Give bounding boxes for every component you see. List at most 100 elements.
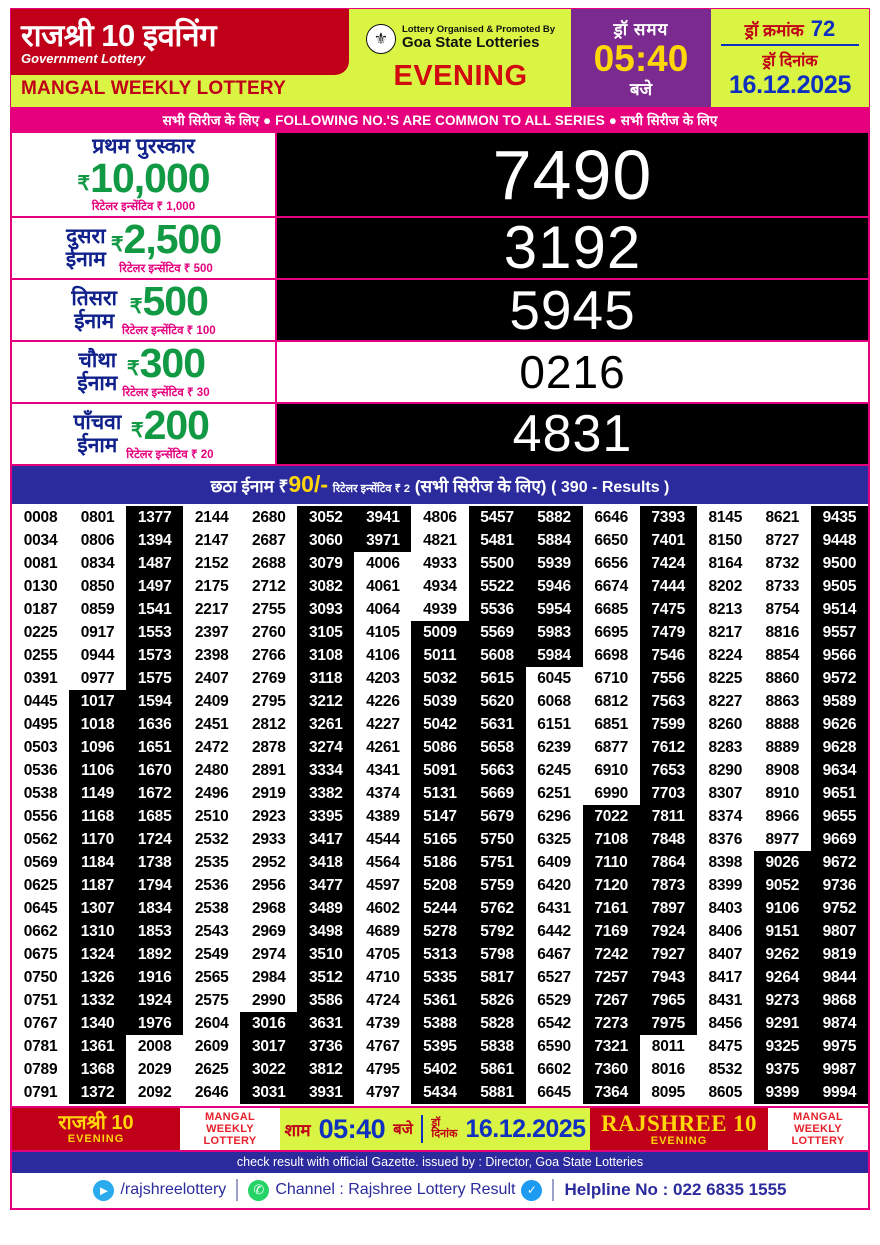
grid-number-cell: 6851 xyxy=(582,713,640,737)
grid-number-cell: 7546 xyxy=(639,644,697,668)
grid-number-cell: 3105 xyxy=(297,621,355,645)
grid-row: 0645 1307 1834 2538 2968 3489 4602 5244 5762 6431… xyxy=(12,897,868,921)
grid-number-cell: 4374 xyxy=(354,782,412,806)
prize-number-cell: 5945 xyxy=(277,280,868,341)
grid-row: 0130 0850 1497 2175 2712 3082 4061 4934 5522 5946… xyxy=(12,575,868,599)
telegram-link[interactable]: ► /rajshreelottery xyxy=(93,1179,227,1201)
grid-number-cell: 7120 xyxy=(582,874,640,898)
grid-number-cell: 5631 xyxy=(468,713,526,737)
grid-number-cell: 3631 xyxy=(297,1012,355,1036)
grid-number-cell: 9448 xyxy=(810,529,868,553)
retailer-incentive: रिटेलर इन्सेंटिव ₹ 1,000 xyxy=(91,201,196,214)
grid-number-cell: 4797 xyxy=(354,1081,412,1105)
grid-number-cell: 1651 xyxy=(126,736,184,760)
evening-label: EVENING xyxy=(393,59,528,92)
grid-number-cell: 8406 xyxy=(696,920,754,944)
grid-number-cell: 2144 xyxy=(183,506,241,530)
organiser-line2: Goa State Lotteries xyxy=(401,34,540,52)
grid-number-cell: 4227 xyxy=(354,713,412,737)
prize-row: दुसरा ईनाम ₹2,500 रिटेलर इन्सेंटिव ₹ 500 319… xyxy=(12,214,868,282)
grid-number-cell: 8224 xyxy=(696,644,754,668)
grid-number-cell: 6685 xyxy=(582,598,640,622)
grid-number-cell: 5434 xyxy=(411,1081,469,1105)
grid-number-cell: 6442 xyxy=(525,920,583,944)
grid-number-cell: 2646 xyxy=(183,1081,241,1105)
grid-number-cell: 1594 xyxy=(126,690,184,714)
grid-number-cell: 6645 xyxy=(525,1081,583,1105)
brand-red-panel: राजश्री 10 इवनिंग Government Lottery xyxy=(11,9,349,75)
grid-number-cell: 5278 xyxy=(411,920,469,944)
grid-number-cell: 7599 xyxy=(639,713,697,737)
grid-number-cell: 4597 xyxy=(354,874,412,898)
grid-number-cell: 8888 xyxy=(753,713,811,737)
brand-title: राजश्री 10 इवनिंग xyxy=(21,17,217,53)
grid-number-cell: 3118 xyxy=(297,667,355,691)
grid-number-cell: 6910 xyxy=(582,759,640,783)
grid-number-cell: 8908 xyxy=(753,759,811,783)
grid-row: 0081 0834 1487 2152 2688 3079 4006 4933 5500 5939… xyxy=(12,552,868,576)
grid-number-cell: 0977 xyxy=(69,667,127,691)
grid-number-cell: 4710 xyxy=(354,966,412,990)
grid-number-cell: 3586 xyxy=(297,989,355,1013)
prize-number-cell: 0216 xyxy=(277,342,868,403)
grid-number-cell: 9291 xyxy=(753,1012,811,1036)
grid-number-cell: 0767 xyxy=(12,1012,70,1036)
grid-number-cell: 4689 xyxy=(354,920,412,944)
brand-block: राजश्री 10 इवनिंग Government Lottery MAN… xyxy=(11,9,349,107)
grid-number-cell: 6245 xyxy=(525,759,583,783)
grid-number-cell: 0034 xyxy=(12,529,70,553)
grid-number-cell: 0130 xyxy=(12,575,70,599)
grid-number-cell: 3512 xyxy=(297,966,355,990)
grid-number-cell: 9819 xyxy=(810,943,868,967)
grid-number-cell: 8290 xyxy=(696,759,754,783)
grid-number-cell: 0495 xyxy=(12,713,70,737)
grid-number-cell: 1184 xyxy=(69,851,127,875)
helpline-number[interactable]: Helpline No : 022 6835 1555 xyxy=(564,1180,787,1200)
grid-number-cell: 7110 xyxy=(582,851,640,875)
grid-number-cell: 5750 xyxy=(468,828,526,852)
grid-number-cell: 7975 xyxy=(639,1012,697,1036)
grid-number-cell: 2480 xyxy=(183,759,241,783)
grid-number-cell: 5186 xyxy=(411,851,469,875)
grid-number-cell: 3931 xyxy=(297,1081,355,1105)
grid-number-cell: 3941 xyxy=(354,506,412,530)
grid-number-cell: 6467 xyxy=(525,943,583,967)
grid-number-cell: 2536 xyxy=(183,874,241,898)
telegram-handle: /rajshreelottery xyxy=(120,1181,227,1199)
grid-number-cell: 8727 xyxy=(753,529,811,553)
grid-number-cell: 1541 xyxy=(126,598,184,622)
grid-number-cell: 7479 xyxy=(639,621,697,645)
grid-number-cell: 8733 xyxy=(753,575,811,599)
prize-label-cell: प्रथम पुरस्कार ₹10,000 रिटेलर इन्सेंटिव ₹ … xyxy=(12,133,277,217)
grid-number-cell: 4061 xyxy=(354,575,412,599)
prize-winning-number: 3192 xyxy=(503,214,642,282)
number-grid: 0008 0801 1377 2144 2680 3052 3941 4806 5457 5882… xyxy=(12,506,868,1105)
grid-number-cell: 6068 xyxy=(525,690,583,714)
grid-row: 0391 0977 1575 2407 2769 3118 4203 5032 5615 6045… xyxy=(12,667,868,691)
grid-number-cell: 5457 xyxy=(468,506,526,530)
grid-row: 0255 0944 1573 2398 2766 3108 4106 5011 5608 5984… xyxy=(12,644,868,668)
grid-number-cell: 4795 xyxy=(354,1058,412,1082)
grid-number-cell: 2407 xyxy=(183,667,241,691)
prize-amount: ₹10,000 xyxy=(77,154,210,201)
grid-number-cell: 1187 xyxy=(69,874,127,898)
grid-number-cell: 8227 xyxy=(696,690,754,714)
grid-number-cell: 5620 xyxy=(468,690,526,714)
grid-number-cell: 7169 xyxy=(582,920,640,944)
grid-number-cell: 7864 xyxy=(639,851,697,875)
prize-name: पाँचवा ईनाम xyxy=(73,410,122,458)
grid-number-cell: 8145 xyxy=(696,506,754,530)
grid-number-cell: 5011 xyxy=(411,644,469,668)
rupee-icon: ₹ xyxy=(130,420,144,443)
whatsapp-link[interactable]: ✆ Channel : Rajshree Lottery Result ✓ xyxy=(248,1179,543,1201)
grid-number-cell: 4705 xyxy=(354,943,412,967)
grid-number-cell: 7556 xyxy=(639,667,697,691)
grid-number-cell: 6409 xyxy=(525,851,583,875)
grid-number-cell: 1361 xyxy=(69,1035,127,1059)
grid-number-cell: 3489 xyxy=(297,897,355,921)
grid-number-cell: 2575 xyxy=(183,989,241,1013)
organiser-line1: Lottery Organised & Promoted By xyxy=(401,24,556,36)
grid-number-cell: 5939 xyxy=(525,552,583,576)
grid-number-cell: 9626 xyxy=(810,713,868,737)
prize-amount: ₹500 xyxy=(129,278,209,325)
